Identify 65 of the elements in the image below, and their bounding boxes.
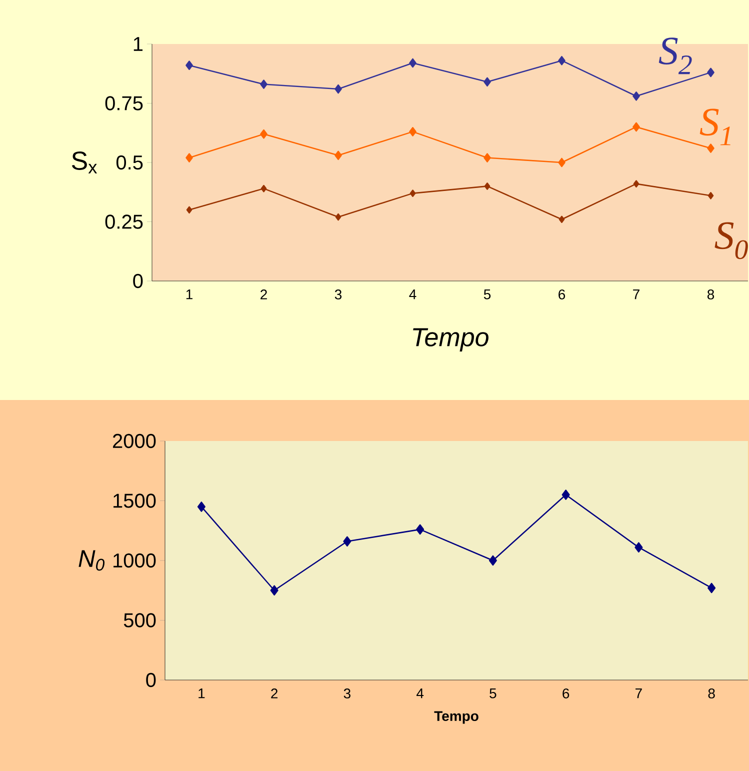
point	[197, 502, 206, 512]
point	[558, 158, 566, 168]
point	[416, 524, 424, 535]
x-tick-label: 3	[344, 688, 350, 698]
point	[484, 77, 491, 87]
point	[186, 60, 193, 70]
point	[484, 153, 491, 162]
y-tick-label: 1000	[114, 553, 156, 568]
point	[562, 490, 570, 500]
y-tick-label: 0.25	[105, 214, 143, 229]
point	[334, 150, 342, 160]
x-tick-label: 4	[409, 290, 416, 300]
y-tick-label: 1	[134, 37, 142, 51]
series-label: S$_{0}$	[714, 222, 748, 260]
point	[708, 582, 716, 594]
point	[488, 555, 497, 566]
point	[260, 129, 268, 139]
x-tick-label: 8	[708, 688, 715, 698]
point	[707, 144, 714, 153]
x-axis-title: Tempo	[434, 711, 478, 724]
point	[632, 122, 640, 132]
x-tick-label: 6	[562, 688, 570, 698]
y-tick-label: 0.75	[105, 96, 143, 110]
x-tick-label: 5	[484, 290, 491, 300]
point	[260, 184, 267, 192]
y-tick-label: 0	[133, 274, 143, 288]
point	[632, 91, 640, 101]
point	[558, 56, 566, 66]
x-tick-label: 8	[707, 290, 714, 300]
point	[334, 84, 342, 94]
series-label: S$_{2}$	[658, 38, 692, 74]
point	[260, 80, 268, 89]
y-tick-label: 1500	[114, 494, 156, 508]
y-tick-label: 500	[124, 613, 156, 628]
point	[335, 213, 342, 221]
point	[270, 585, 278, 596]
y-tick-label: 0.5	[116, 155, 143, 170]
y-axis-title: S$_{x}$	[72, 152, 98, 174]
x-tick-label: 1	[186, 290, 192, 300]
point	[558, 216, 565, 224]
point	[634, 542, 643, 552]
point	[409, 127, 416, 136]
point	[410, 190, 416, 197]
x-tick-label: 3	[334, 290, 342, 300]
y-tick-label: 0	[146, 672, 156, 688]
x-tick-label: 7	[633, 290, 640, 300]
series-label: S$_{1}$	[700, 108, 730, 146]
x-tick-label: 4	[416, 688, 424, 698]
x-tick-label: 7	[636, 688, 642, 698]
x-axis-title: Tempo	[413, 328, 488, 352]
x-tick-label: 6	[558, 290, 566, 300]
point	[707, 68, 714, 78]
point	[633, 180, 640, 188]
point	[708, 192, 714, 200]
point	[186, 153, 193, 162]
y-tick-label: 2000	[112, 434, 156, 448]
x-tick-label: 1	[198, 688, 205, 698]
x-tick-label: 2	[260, 290, 267, 300]
point	[409, 58, 416, 68]
x-tick-label: 2	[271, 688, 278, 698]
y-axis-title: N$_{0}$	[78, 550, 105, 571]
x-tick-label: 5	[490, 688, 496, 698]
point	[343, 536, 352, 547]
point	[484, 182, 490, 190]
point	[186, 206, 192, 214]
